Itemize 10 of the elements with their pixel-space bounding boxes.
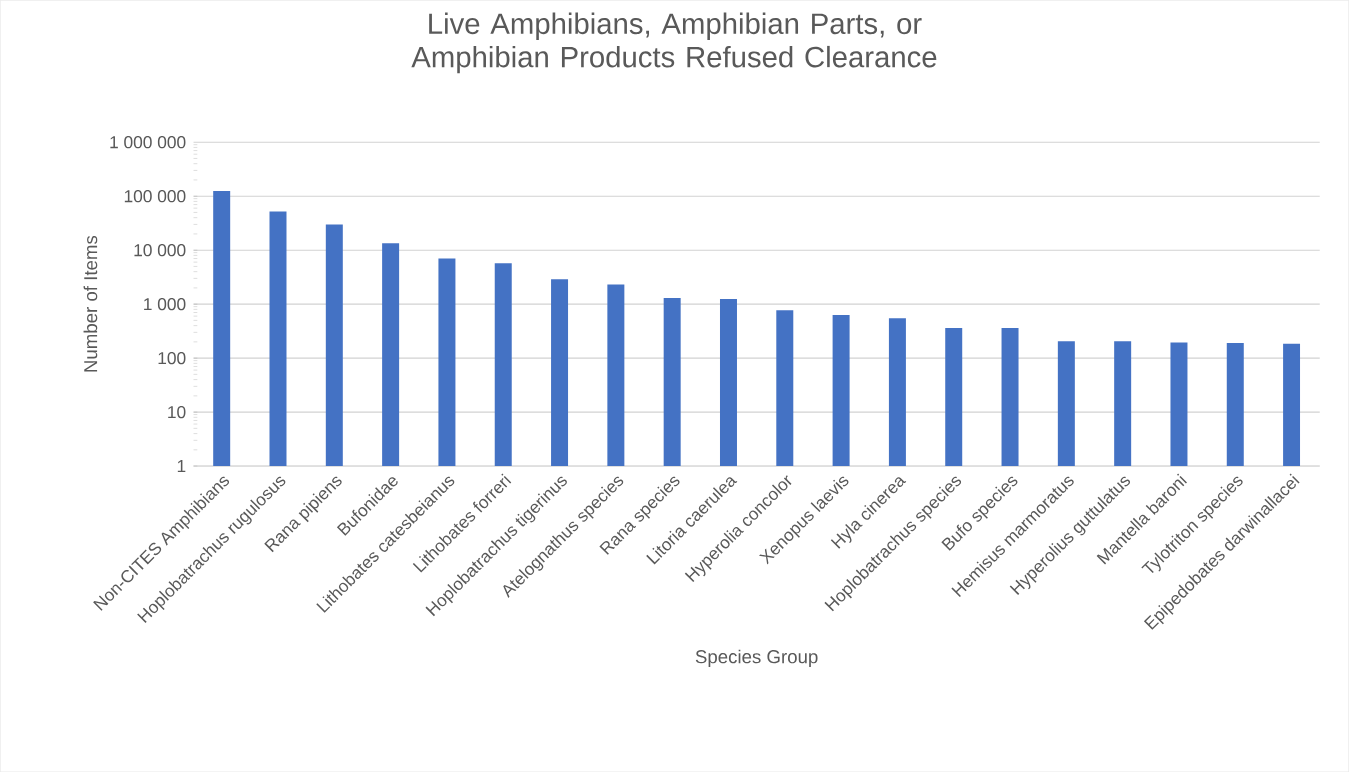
y-axis-title: Number of Items	[83, 235, 98, 372]
y-tick-label: 1 000	[144, 297, 186, 311]
y-tick-label: 100	[158, 351, 186, 365]
y-tick-label: 1	[177, 460, 186, 472]
chart-title: Live Amphibians, Amphibian Parts, or Amphibian Products Refused Clearance	[411, 12, 937, 74]
x-axis-title: Species Group	[695, 649, 818, 667]
y-tick-label: 10	[168, 405, 186, 419]
y-tick-label: 10 000	[134, 243, 186, 257]
y-tick-label: 100 000	[124, 189, 186, 203]
y-tick-label: 1 000 000	[110, 135, 186, 149]
